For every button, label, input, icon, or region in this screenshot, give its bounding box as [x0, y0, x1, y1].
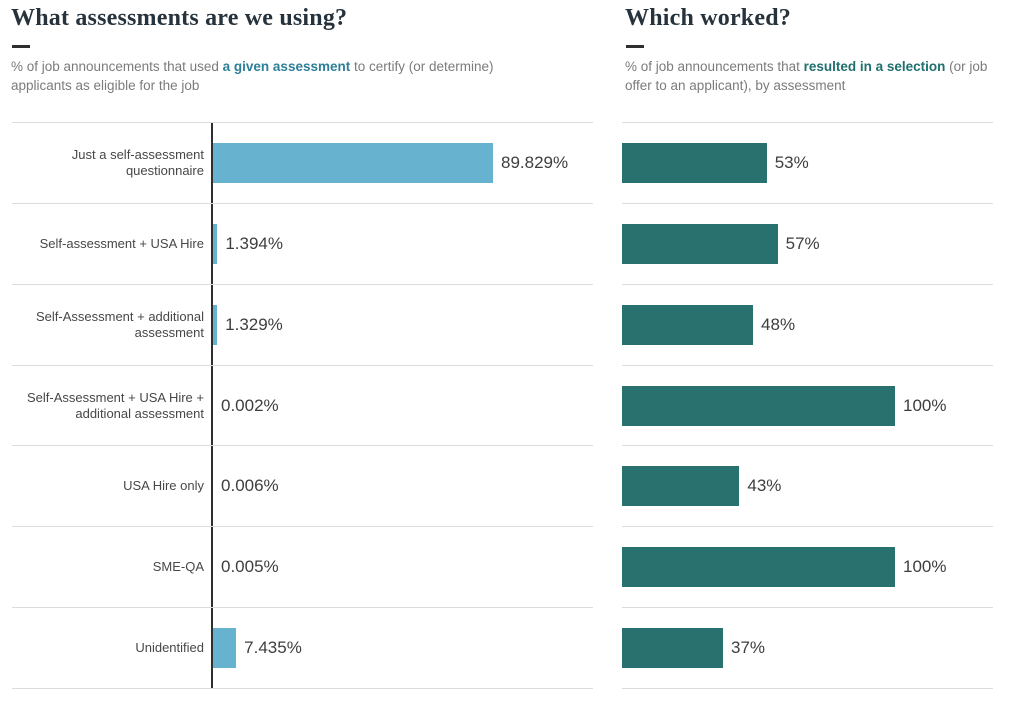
plot-area: 53% [622, 123, 993, 203]
chart-row: 48% [622, 283, 993, 365]
value-label: 37% [731, 638, 766, 658]
subtitle-text: to certify (or determine) applicants as … [11, 59, 494, 93]
chart-row: USA Hire only 0.006% [12, 445, 593, 527]
plot-area: 100% [622, 527, 993, 607]
bar [622, 547, 895, 588]
chart-row: 53% [622, 122, 993, 203]
chart-row: 100% [622, 364, 993, 446]
bar [622, 466, 740, 507]
subtitle-text: % of job announcements that used [11, 59, 223, 74]
left-chart-subtitle: % of job announcements that used a given… [11, 57, 516, 95]
value-label: 0.006% [221, 476, 279, 496]
bar [213, 142, 493, 183]
value-label: 100% [903, 557, 947, 577]
chart-row: Self-assessment + USA Hire 1.394% [12, 202, 593, 284]
left-bar-chart: Just a self-assessment questionnaire 89.8… [12, 122, 593, 690]
plot-area: 0.005% [211, 527, 593, 608]
right-chart-subtitle: % of job announcements that resulted in … [625, 57, 1010, 95]
value-label: 89.829% [500, 152, 569, 172]
value-label: 43% [747, 476, 782, 496]
value-label: 0.005% [221, 557, 279, 577]
value-label: 53% [774, 152, 809, 172]
chart-row: Self-Assessment + USA Hire + additional … [12, 364, 593, 446]
bar [213, 304, 218, 345]
chart-row: 37% [622, 607, 993, 688]
value-label: 1.329% [225, 314, 283, 334]
plot-area: 43% [622, 446, 993, 526]
left-chart-title: What assessments are we using? [11, 5, 348, 31]
chart-row: SME-QA 0.005% [12, 526, 593, 608]
plot-area: 1.329% [211, 284, 593, 365]
bar [622, 304, 754, 345]
plot-area: 100% [622, 366, 993, 446]
value-label: 57% [785, 233, 820, 253]
chart-row: 100% [622, 526, 993, 607]
category-label: SME-QA [152, 559, 204, 575]
subtitle-text: (or job offer to an applicant), by asses… [625, 59, 988, 93]
category-label: Self-assessment + USA Hire [39, 235, 204, 251]
subtitle-text: % of job announcements that [625, 59, 804, 74]
chart-row: Just a self-assessment questionnaire 89.8… [12, 122, 593, 203]
value-label: 7.435% [244, 638, 302, 658]
subtitle-accent-text: resulted in a selection [803, 59, 946, 74]
category-label: Self-Assessment + additional assessment [35, 308, 204, 340]
right-title-dash [626, 45, 644, 48]
plot-area: 0.006% [211, 446, 593, 527]
category-label: Self-Assessment + USA Hire + additional … [26, 389, 204, 421]
category-label: Just a self-assessment questionnaire [71, 146, 204, 178]
bar [622, 142, 767, 183]
bar [213, 223, 218, 264]
left-title-dash [12, 45, 30, 48]
plot-area: 48% [622, 285, 993, 365]
right-bar-chart: 53% 57% 48% 100% 43% 100% 37% [622, 122, 993, 690]
bar [622, 628, 723, 669]
value-label: 1.394% [225, 233, 284, 253]
subtitle-accent-text: a given assessment [222, 59, 351, 74]
plot-area: 7.435% [211, 608, 593, 689]
value-label: 48% [761, 314, 796, 334]
plot-area: 1.394% [211, 203, 593, 284]
bar [622, 223, 778, 264]
bar [622, 385, 895, 426]
value-label: 0.002% [221, 395, 279, 415]
chart-row: 43% [622, 445, 993, 526]
right-chart-header: Which worked? % of job announcements tha… [625, 5, 1010, 95]
category-label: USA Hire only [123, 478, 204, 494]
plot-area: 57% [622, 204, 993, 284]
chart-row: Self-Assessment + additional assessment 1… [12, 283, 593, 365]
right-chart-title: Which worked? [625, 5, 791, 31]
category-label: Unidentified [135, 640, 204, 656]
chart-row: 57% [622, 202, 993, 284]
chart-row: Unidentified 7.435% [12, 607, 593, 689]
bar [213, 628, 237, 669]
plot-area: 0.002% [211, 365, 593, 446]
left-chart-header: What assessments are we using? % of job … [11, 5, 516, 95]
value-label: 100% [903, 395, 947, 415]
plot-area: 37% [622, 608, 993, 688]
plot-area: 89.829% [211, 123, 593, 203]
